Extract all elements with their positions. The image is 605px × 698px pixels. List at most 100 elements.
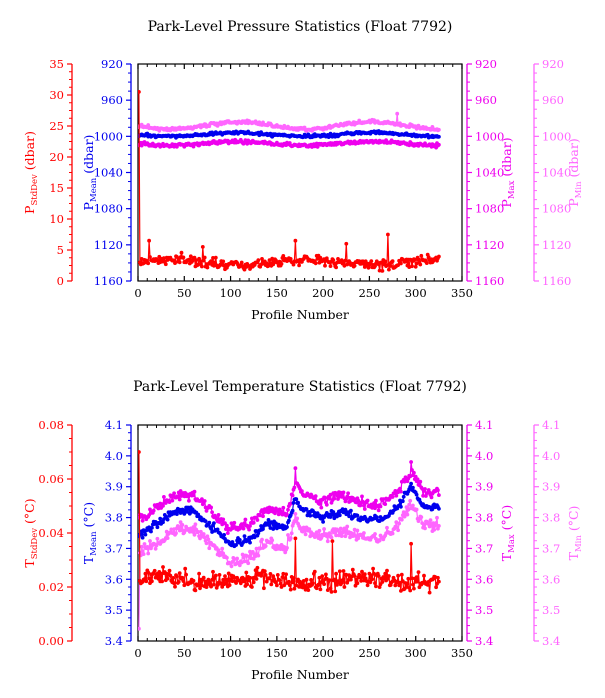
data-point-stddev (254, 577, 259, 581)
data-point-stddev (410, 264, 414, 269)
y-tick-label-min: 4.1 (542, 418, 560, 432)
data-point-max (378, 504, 383, 509)
data-point-mean (212, 521, 216, 525)
data-point-stddev (168, 573, 173, 578)
data-point-min (220, 546, 225, 551)
data-point-stddev (324, 256, 329, 261)
x-tick-label: 100 (220, 646, 242, 660)
data-point-stddev (316, 582, 321, 587)
data-point-stddev (329, 590, 334, 594)
data-point-stddev (267, 576, 272, 581)
data-point-stddev (210, 577, 215, 582)
y-axis-label-sub-min: Min (574, 181, 584, 198)
y-axis-label-unit-max: (dbar) (499, 137, 514, 180)
data-point-stddev (334, 571, 338, 576)
data-point-max (346, 491, 350, 496)
data-point-stddev (415, 579, 420, 584)
data-point-stddev (259, 573, 263, 578)
data-point-min (216, 548, 221, 553)
y-tick-label-max: 3.9 (475, 480, 493, 494)
data-point-max (293, 466, 298, 471)
data-point-min (249, 556, 253, 561)
data-point-min (256, 553, 261, 558)
data-point-stddev (226, 571, 231, 576)
y-axis-label-max: TMax (°C) (499, 505, 517, 561)
data-point-max (187, 498, 191, 503)
data-point-stddev (387, 267, 391, 272)
data-point-mean (332, 516, 337, 521)
data-point-stddev (376, 574, 381, 578)
data-point-stddev (366, 265, 371, 270)
data-point-max (140, 518, 145, 523)
data-point-mean (437, 134, 441, 139)
data-point-stddev (390, 259, 395, 264)
data-point-mean (140, 535, 145, 540)
data-point-stddev (383, 259, 388, 264)
data-point-stddev (327, 578, 332, 582)
data-point-stddev (279, 585, 284, 589)
data-point-stddev (413, 264, 418, 269)
x-axis-label: Profile Number (251, 307, 349, 322)
data-point-max (362, 503, 366, 508)
chart-title: Park-Level Pressure Statistics (Float 77… (148, 19, 453, 35)
data-point-min (235, 556, 240, 561)
data-point-stddev (416, 257, 421, 262)
data-point-stddev (245, 582, 250, 587)
data-point-max (221, 517, 226, 522)
data-point-min (343, 534, 348, 539)
y-tick-label-min: 1120 (542, 238, 571, 252)
data-point-min (407, 502, 412, 507)
data-point-stddev (317, 575, 322, 580)
y-axis-label-main-mean: T (81, 555, 96, 564)
data-point-mean (290, 508, 295, 513)
data-point-stddev (234, 581, 239, 585)
data-point-max (356, 498, 361, 503)
data-point-stddev (416, 570, 421, 574)
data-point-min (411, 503, 415, 508)
data-point-min (317, 528, 322, 533)
data-point-min (338, 526, 343, 531)
data-point-min (419, 515, 424, 519)
series-min (138, 111, 441, 133)
data-point-stddev (336, 257, 340, 261)
series-max (138, 137, 441, 150)
data-point-stddev (172, 581, 177, 586)
data-point-min (303, 532, 308, 537)
y-tick-label-stddev: 0 (57, 274, 64, 288)
data-point-mean (215, 527, 220, 532)
data-point-stddev (152, 568, 157, 573)
data-point-max (376, 508, 381, 513)
data-point-mean (165, 517, 170, 522)
y-tick-label-mean: 1120 (94, 238, 123, 252)
data-point-min (293, 512, 298, 516)
chart-title: Park-Level Temperature Statistics (Float… (133, 379, 467, 395)
y-tick-label-max: 3.6 (475, 572, 493, 586)
data-point-mean (158, 516, 163, 521)
data-point-max (315, 145, 320, 149)
y-axis-label-min: PMin (dbar) (566, 138, 584, 207)
data-point-max (178, 489, 183, 493)
data-point-stddev (188, 254, 193, 259)
data-point-mean (296, 500, 300, 505)
data-point-stddev (400, 579, 405, 584)
data-point-min (225, 555, 229, 560)
data-point-max (251, 520, 256, 525)
y-axis-label-unit-min: (dbar) (566, 138, 581, 181)
x-tick-label: 300 (405, 646, 427, 660)
y-tick-label-mean: 3.6 (105, 572, 123, 586)
data-point-stddev (255, 565, 260, 570)
y-axis-stddev: 35 30 25 20 15 10 5 0 PStdDev (dbar) (22, 57, 73, 288)
data-point-stddev (256, 258, 261, 263)
y-tick-label-stddev: 0.02 (38, 580, 64, 594)
data-point-stddev (333, 589, 338, 594)
data-point-min (254, 546, 259, 551)
data-point-stddev (437, 254, 441, 259)
y-tick-label-min: 960 (542, 93, 564, 107)
data-point-stddev (138, 90, 141, 94)
data-point-stddev (323, 263, 327, 268)
data-point-stddev (262, 569, 267, 574)
data-point-stddev (388, 264, 393, 268)
data-point-stddev (374, 584, 378, 589)
data-point-stddev (341, 569, 346, 573)
data-point-stddev (211, 569, 215, 574)
